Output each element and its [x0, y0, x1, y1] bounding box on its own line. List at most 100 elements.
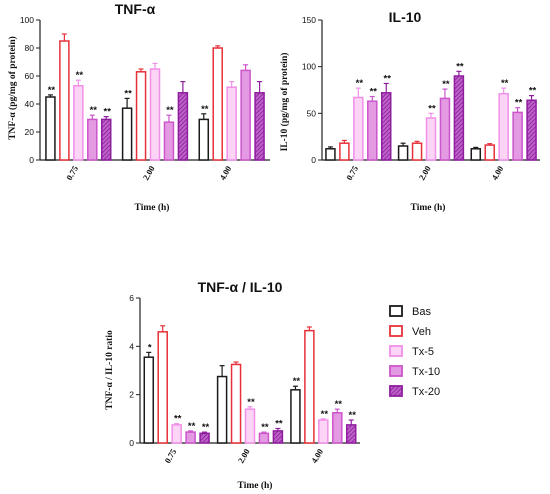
legend-item-tx20: Tx-20 — [389, 385, 440, 398]
panel-tnf-xlabel: Time (h) — [135, 202, 170, 213]
tnf-ytick-label: 80 — [25, 43, 35, 53]
il10-bar — [453, 75, 465, 161]
ratio-bar — [230, 363, 242, 444]
il10-ytick-label: 100 — [302, 62, 316, 72]
il10-ytick-label: 0 — [311, 155, 316, 165]
il10-ytick-label: 150 — [302, 15, 316, 25]
panel-tnf: TNF-α TNF-α (pg/mg of protein) Time (h) … — [7, 1, 270, 213]
panel-ratio-ylabel: TNF-α / IL-10 ratio — [105, 330, 115, 410]
ratio-significance-label: ** — [349, 410, 357, 421]
ratio-significance-label: ** — [335, 399, 343, 410]
legend-label-tx20: Tx-20 — [412, 386, 440, 398]
tnf-ytick-label: 100 — [20, 15, 34, 25]
ratio-ytick-label: 0 — [129, 438, 134, 448]
il10-bar — [526, 99, 537, 161]
panel-tnf-title: TNF-α — [115, 1, 156, 17]
il10-bar — [512, 111, 523, 161]
il10-bar — [411, 142, 423, 161]
ratio-significance-label: * — [148, 342, 152, 353]
tnf-xtick-label: 2.00 — [141, 164, 157, 182]
ratio-bar — [272, 430, 284, 444]
ratio-ytick-label: 2 — [129, 390, 134, 400]
tnf-bar — [73, 85, 84, 161]
panel-il10: IL-10 IL-10 (pg/mg of protein) Time (h) … — [279, 9, 540, 213]
il10-bar — [397, 145, 409, 161]
il10-significance-label: ** — [442, 79, 450, 90]
tnf-bar — [177, 92, 189, 161]
il10-bar — [498, 92, 509, 161]
legend-swatch-bas — [389, 305, 403, 317]
tnf-bar — [240, 69, 251, 161]
tnf-bar — [87, 118, 98, 161]
legend-label-veh: Veh — [412, 326, 431, 338]
legend-label-tx5: Tx-5 — [412, 346, 434, 358]
legend-swatch-tx10 — [389, 365, 403, 377]
ratio-xtick-label: 4.00 — [309, 447, 325, 465]
il10-significance-label: ** — [529, 86, 537, 97]
legend: Bas Veh Tx-5 Tx-10 Tx-20 — [389, 305, 440, 398]
tnf-bar — [149, 68, 161, 161]
panel-il10-plot: 0 50 100 150 0.75 ** ** ** 2.00 ** ** ** 4.00 ** ** ** — [302, 15, 540, 182]
panel-ratio-xlabel: Time (h) — [238, 480, 273, 491]
tnf-bar — [100, 118, 112, 161]
ratio-significance-label: ** — [275, 419, 283, 430]
tnf-bar — [59, 40, 70, 161]
ratio-significance-label: ** — [247, 397, 255, 408]
ratio-significance-label: ** — [188, 421, 196, 432]
panel-ratio-title: TNF-α / IL-10 — [198, 279, 283, 295]
tnf-bar — [212, 47, 223, 161]
il10-bar — [367, 100, 378, 161]
tnf-bar — [121, 107, 133, 161]
tnf-significance-label: ** — [76, 70, 84, 81]
legend-label-bas: Bas — [412, 306, 431, 318]
il10-bar — [425, 117, 437, 161]
tnf-significance-label: ** — [201, 104, 209, 115]
panel-tnf-ylabel: TNF-α (pg/mg of protein) — [7, 36, 18, 140]
panel-ratio: TNF-α / IL-10 TNF-α / IL-10 ratio Time (… — [105, 279, 360, 491]
il10-ytick-label: 50 — [307, 108, 317, 118]
tnf-significance-label: ** — [90, 105, 98, 116]
tnf-ytick-label: 20 — [25, 127, 35, 137]
panel-il10-title: IL-10 — [389, 9, 422, 25]
tnf-bar — [226, 86, 237, 161]
il10-significance-label: ** — [515, 98, 523, 109]
ratio-bar — [143, 356, 155, 444]
legend-swatch-tx5 — [389, 345, 403, 357]
ratio-bar — [258, 432, 270, 444]
ratio-significance-label: ** — [261, 422, 269, 433]
ratio-significance-label: ** — [293, 376, 301, 387]
ratio-bar — [199, 432, 210, 444]
tnf-ytick-label: 0 — [29, 155, 34, 165]
il10-significance-label: ** — [501, 78, 509, 89]
ratio-xtick-label: 0.75 — [162, 447, 178, 465]
tnf-ytick-label: 40 — [25, 99, 35, 109]
il10-significance-label: ** — [428, 103, 436, 114]
legend-swatch-veh — [389, 325, 403, 337]
tnf-xtick-label: 0.75 — [64, 164, 80, 182]
ratio-significance-label: ** — [202, 422, 210, 433]
legend-item-bas: Bas — [389, 305, 431, 318]
il10-bar — [339, 142, 350, 161]
il10-significance-label: ** — [356, 78, 364, 89]
ratio-bar — [157, 331, 168, 444]
tnf-bar — [45, 96, 56, 161]
ratio-bar — [171, 424, 182, 444]
ratio-significance-label: ** — [174, 414, 182, 425]
legend-item-tx10: Tx-10 — [389, 365, 440, 378]
legend-label-tx10: Tx-10 — [412, 366, 440, 378]
il10-significance-label: ** — [384, 73, 392, 84]
tnf-bar — [135, 71, 147, 161]
il10-xtick-label: 4.00 — [489, 164, 505, 182]
il10-bar — [380, 92, 392, 161]
tnf-ytick-label: 60 — [25, 71, 35, 81]
ratio-significance-label: ** — [321, 409, 329, 420]
tnf-significance-label: ** — [124, 88, 132, 99]
ratio-bar — [332, 412, 343, 444]
ratio-xtick-label: 2.00 — [236, 447, 252, 465]
il10-significance-label: ** — [370, 87, 378, 98]
il10-bar — [484, 144, 495, 161]
tnf-significance-label: ** — [48, 85, 56, 96]
panel-il10-xlabel: Time (h) — [411, 202, 446, 213]
